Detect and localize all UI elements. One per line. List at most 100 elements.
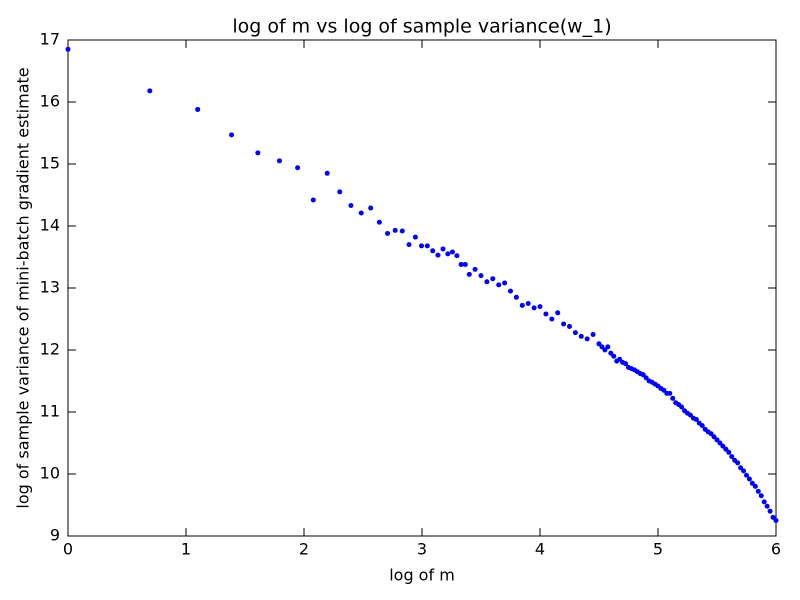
- x-tick-label: 0: [63, 540, 73, 559]
- point: [752, 483, 758, 489]
- point: [412, 234, 418, 240]
- point: [490, 276, 496, 282]
- point: [324, 170, 330, 176]
- point: [761, 499, 767, 505]
- x-tick-label: 6: [771, 540, 781, 559]
- point: [549, 316, 555, 322]
- point: [729, 454, 735, 460]
- point: [502, 280, 508, 286]
- point: [478, 273, 484, 279]
- point: [773, 518, 779, 523]
- point: [543, 311, 549, 317]
- x-tick-label: 1: [181, 540, 191, 559]
- point: [555, 310, 561, 316]
- point: [368, 205, 374, 211]
- point: [567, 323, 572, 329]
- point: [693, 416, 699, 422]
- point: [708, 431, 714, 437]
- point: [229, 132, 235, 138]
- point: [519, 302, 525, 308]
- x-tick-label: 5: [653, 540, 663, 559]
- point: [767, 508, 773, 514]
- point: [435, 252, 441, 258]
- point: [276, 158, 282, 164]
- point: [711, 434, 717, 440]
- point: [720, 443, 726, 449]
- point: [458, 261, 464, 267]
- point: [537, 304, 543, 310]
- point: [758, 493, 764, 499]
- point: [255, 150, 261, 156]
- point: [496, 282, 502, 288]
- point: [424, 243, 430, 249]
- x-tick-label: 3: [417, 540, 427, 559]
- point: [310, 197, 316, 203]
- point: [578, 333, 584, 339]
- x-tick-label: 2: [299, 540, 309, 559]
- point: [590, 332, 596, 337]
- point: [596, 341, 602, 347]
- point: [466, 271, 472, 277]
- point: [699, 423, 705, 429]
- y-axis-label: log of sample variance of mini-batch gra…: [14, 67, 33, 508]
- point: [640, 372, 646, 378]
- point: [385, 230, 391, 236]
- point: [726, 449, 732, 455]
- point: [746, 476, 752, 482]
- x-axis-label: log of m: [389, 566, 455, 585]
- y-tick-label: 13: [40, 278, 60, 297]
- point: [419, 243, 425, 249]
- point: [376, 219, 382, 225]
- point: [513, 294, 519, 300]
- y-tick-label: 15: [40, 154, 60, 173]
- point: [584, 336, 590, 342]
- point: [430, 248, 436, 254]
- point: [531, 305, 537, 311]
- point: [525, 301, 531, 306]
- point: [472, 266, 478, 272]
- point: [670, 395, 676, 401]
- point: [723, 446, 729, 452]
- point: [406, 242, 412, 248]
- y-tick-label: 9: [50, 526, 60, 545]
- point: [147, 88, 153, 94]
- point: [755, 488, 761, 494]
- point: [738, 465, 744, 471]
- point: [617, 356, 623, 362]
- point: [717, 440, 723, 446]
- chart-title: log of m vs log of sample variance(w_1): [232, 16, 611, 38]
- point: [602, 347, 608, 353]
- point: [687, 412, 693, 418]
- point: [667, 390, 673, 396]
- point: [611, 353, 617, 359]
- x-tick-label: 4: [535, 540, 545, 559]
- y-tick-label: 16: [40, 92, 60, 111]
- point: [462, 261, 468, 267]
- point: [440, 246, 446, 252]
- point: [358, 210, 364, 216]
- point: [295, 165, 301, 171]
- point: [741, 468, 747, 474]
- point: [770, 514, 776, 520]
- y-tick-label: 11: [40, 402, 60, 421]
- point: [679, 404, 685, 410]
- point: [623, 361, 629, 367]
- point: [605, 344, 611, 350]
- y-tick-label: 17: [40, 30, 60, 49]
- point: [643, 375, 649, 381]
- point: [508, 288, 513, 294]
- point: [65, 46, 71, 52]
- point: [561, 321, 567, 327]
- point: [749, 480, 755, 486]
- point: [572, 330, 578, 336]
- point: [399, 228, 405, 234]
- point: [484, 279, 490, 285]
- point: [599, 344, 605, 350]
- point: [449, 249, 455, 255]
- y-tick-label: 12: [40, 340, 60, 359]
- y-tick-label: 10: [40, 464, 60, 483]
- point: [348, 203, 354, 209]
